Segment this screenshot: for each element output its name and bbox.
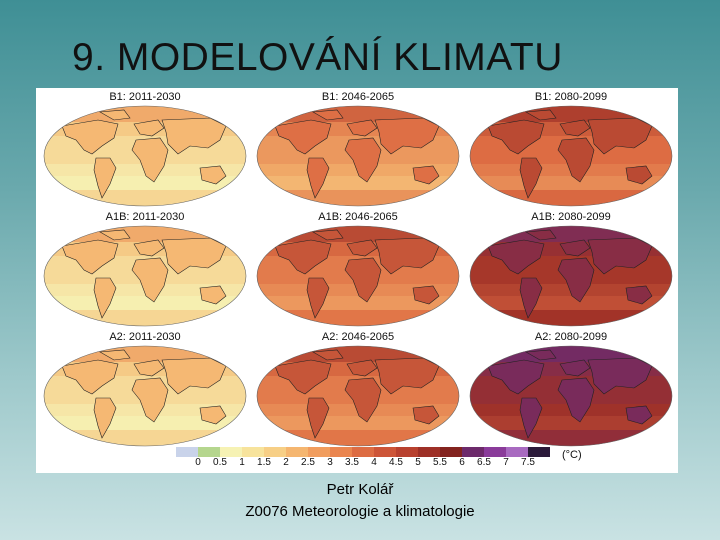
slide-title: 9. MODELOVÁNÍ KLIMATU [72, 36, 563, 79]
colorbar-tick-label: 6.5 [477, 457, 491, 468]
map-panel: B1: 2046-2065 [253, 90, 463, 208]
colorbar-swatch [198, 447, 220, 457]
colorbar-tick-label: 3.5 [345, 457, 359, 468]
map-panel: A2: 2080-2099 [466, 330, 676, 448]
colorbar-tick-label: 1.5 [257, 457, 271, 468]
world-map [469, 105, 673, 207]
colorbar-swatch [374, 447, 396, 457]
colorbar-tick-label: 5 [415, 457, 421, 468]
map-panel-title: B1: 2080-2099 [534, 91, 608, 103]
map-panel: B1: 2080-2099 [466, 90, 676, 208]
colorbar-tick-label: 2 [283, 457, 289, 468]
map-panel-title: A2: 2011-2030 [109, 331, 181, 343]
colorbar-tick-label: 1 [239, 457, 245, 468]
projection-figure: (°C) B1: 2011-2030 B1: 2046-2065 B1: 2080-… [36, 88, 678, 473]
world-map [469, 345, 673, 447]
world-map [256, 105, 460, 207]
colorbar-unit-label: (°C) [562, 449, 582, 461]
map-panel: A1B: 2080-2099 [466, 210, 676, 328]
map-panel: A2: 2046-2065 [253, 330, 463, 448]
map-panel: A1B: 2011-2030 [40, 210, 250, 328]
world-map [256, 345, 460, 447]
colorbar-swatch [440, 447, 462, 457]
colorbar-swatch [330, 447, 352, 457]
world-map [43, 345, 247, 447]
world-map [43, 105, 247, 207]
colorbar-swatch [506, 447, 528, 457]
map-panel-title: A2: 2046-2065 [321, 331, 395, 343]
colorbar-tick-label: 0.5 [213, 457, 227, 468]
colorbar-swatch [396, 447, 418, 457]
colorbar-swatch [462, 447, 484, 457]
author-name: Petr Kolář [326, 481, 394, 498]
map-panel: A2: 2011-2030 [40, 330, 250, 448]
colorbar-swatch [352, 447, 374, 457]
colorbar-tick-label: 4.5 [389, 457, 403, 468]
colorbar-tick-label: 7.5 [521, 457, 535, 468]
world-map [256, 225, 460, 327]
colorbar-swatch [242, 447, 264, 457]
colorbar-swatch [286, 447, 308, 457]
map-panel-title: B1: 2046-2065 [321, 91, 395, 103]
colorbar-tick-label: 2.5 [301, 457, 315, 468]
map-panel-title: A2: 2080-2099 [534, 331, 608, 343]
colorbar-swatch [528, 447, 550, 457]
map-panel: B1: 2011-2030 [40, 90, 250, 208]
colorbar [176, 447, 550, 457]
colorbar-swatch [176, 447, 198, 457]
colorbar-tick-label: 7 [503, 457, 509, 468]
colorbar-tick-label: 4 [371, 457, 377, 468]
course-name: Z0076 Meteorologie a klimatologie [245, 503, 475, 520]
colorbar-swatch [264, 447, 286, 457]
colorbar-tick-label: 3 [327, 457, 333, 468]
world-map [469, 225, 673, 327]
map-panel-title: A1B: 2046-2065 [318, 211, 398, 223]
map-panel: A1B: 2046-2065 [253, 210, 463, 328]
map-panel-title: A1B: 2080-2099 [531, 211, 611, 223]
world-map [43, 225, 247, 327]
map-panel-title: A1B: 2011-2030 [105, 211, 185, 223]
colorbar-tick-label: 6 [459, 457, 465, 468]
colorbar-swatch [308, 447, 330, 457]
colorbar-tick-label: 5.5 [433, 457, 447, 468]
colorbar-swatch [220, 447, 242, 457]
colorbar-swatch [484, 447, 506, 457]
colorbar-swatch [418, 447, 440, 457]
colorbar-tick-label: 0 [195, 457, 201, 468]
map-panel-title: B1: 2011-2030 [109, 91, 181, 103]
